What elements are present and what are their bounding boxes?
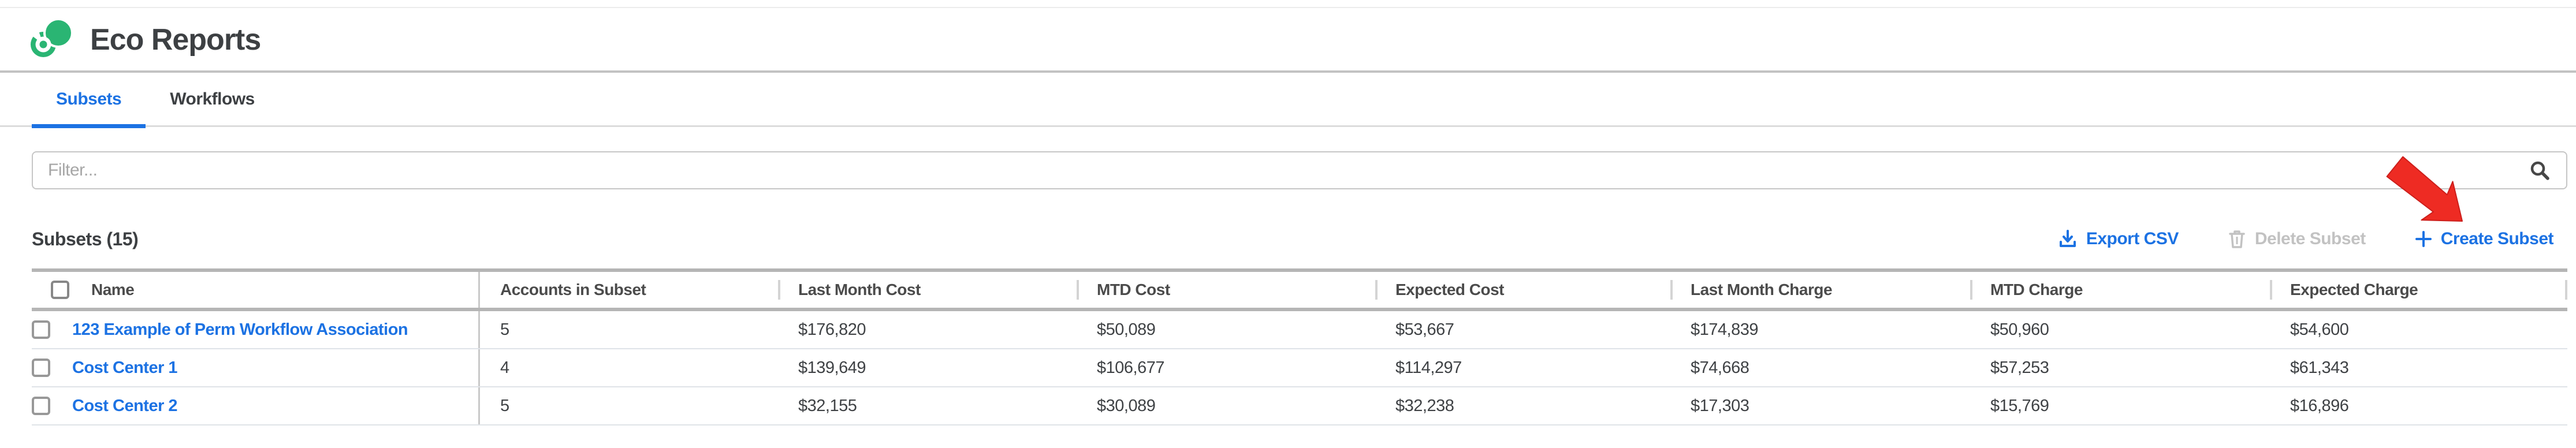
table-cell: $50,089 — [1097, 320, 1156, 339]
table-row: 123 Example of Perm Workflow Association… — [32, 311, 2567, 349]
filter-bar — [32, 151, 2567, 189]
export-csv-button[interactable]: Export CSV — [2058, 229, 2179, 249]
column-header: Name — [91, 281, 135, 298]
delete-subset-button[interactable]: Delete Subset — [2228, 229, 2366, 249]
table-cell: $57,253 — [1990, 358, 2049, 377]
subsets-table: Name Accounts in Subset Last Month Cost … — [32, 268, 2567, 425]
button-label: Create Subset — [2440, 229, 2554, 248]
table-row: Cost Center 2 5 $32,155 $30,089 $32,238 … — [32, 387, 2567, 425]
table-cell: $74,668 — [1691, 358, 1749, 377]
subsets-count-heading: Subsets (15) — [32, 228, 139, 249]
trash-icon — [2229, 230, 2245, 248]
table-cell: $16,896 — [2290, 396, 2349, 415]
search-icon[interactable] — [2529, 160, 2550, 181]
table-cell: $139,649 — [798, 358, 866, 377]
table-cell: $176,820 — [798, 320, 866, 339]
table-cell: $15,769 — [1990, 396, 2049, 415]
button-label: Export CSV — [2086, 229, 2179, 248]
table-cell: $114,297 — [1395, 358, 1462, 377]
row-checkbox[interactable] — [32, 359, 50, 377]
table-cell: 5 — [500, 320, 509, 339]
table-cell: $61,343 — [2290, 358, 2349, 377]
tab-workflows[interactable]: Workflows — [146, 73, 279, 125]
subset-name-link[interactable]: Cost Center 2 — [72, 396, 178, 415]
column-header: Expected Cost — [1375, 272, 1670, 308]
subset-name-link[interactable]: 123 Example of Perm Workflow Association — [72, 320, 408, 339]
subset-name-link[interactable]: Cost Center 1 — [72, 358, 178, 377]
table-toolbar: Subsets (15) Export CSV Delete Subset Cr… — [32, 227, 2554, 251]
table-row: Cost Center 1 4 $139,649 $106,677 $114,2… — [32, 349, 2567, 387]
row-checkbox[interactable] — [32, 320, 50, 339]
row-checkbox[interactable] — [32, 397, 50, 415]
select-all-checkbox[interactable] — [51, 281, 69, 299]
top-hairline — [0, 7, 2576, 8]
eco-logo-icon — [31, 18, 73, 57]
button-label: Delete Subset — [2254, 229, 2366, 248]
table-cell: $106,677 — [1097, 358, 1164, 377]
header-name: Name — [32, 272, 480, 308]
column-header: MTD Cost — [1077, 272, 1375, 308]
table-cell: $17,303 — [1691, 396, 1749, 415]
tab-label: Subsets — [56, 89, 122, 109]
table-cell: $30,089 — [1097, 396, 1156, 415]
table-cell: $174,839 — [1691, 320, 1758, 339]
column-header: Accounts in Subset — [500, 281, 646, 298]
table-cell: 4 — [500, 358, 509, 377]
column-header: Last Month Cost — [778, 272, 1077, 308]
filter-input[interactable] — [32, 151, 2567, 189]
plus-icon — [2415, 231, 2432, 247]
download-icon — [2059, 230, 2076, 247]
table-cell: $50,960 — [1990, 320, 2049, 339]
create-subset-button[interactable]: Create Subset — [2415, 229, 2554, 249]
table-header-row: Name Accounts in Subset Last Month Cost … — [32, 272, 2567, 311]
tab-label: Workflows — [170, 89, 255, 109]
tab-subsets[interactable]: Subsets — [32, 73, 146, 128]
page-title: Eco Reports — [90, 23, 261, 57]
table-cell: 5 — [500, 396, 509, 415]
column-header: MTD Charge — [1970, 272, 2270, 308]
app-header: Eco Reports — [30, 17, 2576, 62]
column-header: Expected Charge — [2270, 272, 2567, 308]
tab-bar: Subsets Workflows — [0, 73, 2576, 128]
table-cell: $53,667 — [1395, 320, 1454, 339]
table-cell: $32,238 — [1395, 396, 1454, 415]
header-divider — [0, 70, 2576, 73]
table-cell: $54,600 — [2290, 320, 2349, 339]
column-header: Last Month Charge — [1670, 272, 1970, 308]
table-cell: $32,155 — [798, 396, 857, 415]
